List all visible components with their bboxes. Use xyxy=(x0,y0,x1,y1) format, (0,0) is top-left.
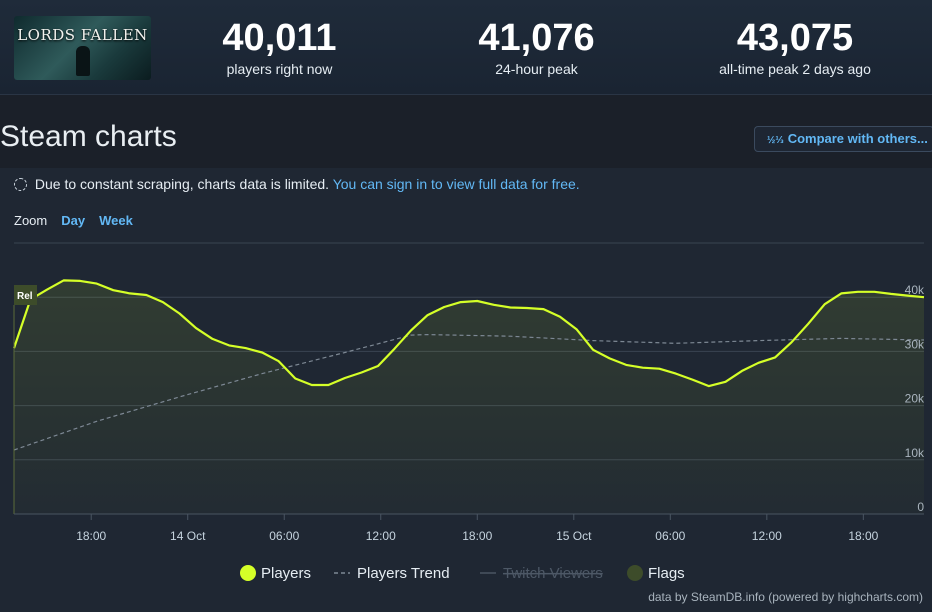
trend-series xyxy=(13,333,925,451)
y-tick-label: 40k xyxy=(905,283,925,297)
players-line xyxy=(12,279,925,388)
legend-symbol xyxy=(627,565,643,581)
players-series xyxy=(12,279,925,388)
stat-label: 24-hour peak xyxy=(495,61,578,77)
zoom-controls: Zoom Day Week xyxy=(14,213,133,228)
stat-all-time-peak: 43,075 all-time peak 2 days ago xyxy=(690,16,900,77)
y-axis: 40k 30k 20k 10k 0 xyxy=(905,283,925,514)
legend-label: Players xyxy=(261,565,311,582)
credit-text: data by SteamDB.info (powered by highcha… xyxy=(648,590,923,604)
legend-item-flags[interactable]: Flags xyxy=(627,565,685,582)
x-tick-label: 12:00 xyxy=(366,529,396,543)
zoom-day-button[interactable]: Day xyxy=(61,213,86,228)
x-tick-label: 12:00 xyxy=(752,529,782,543)
x-tick-label: 18:00 xyxy=(76,529,106,543)
legend-label: Flags xyxy=(648,565,685,582)
y-tick-label: 20k xyxy=(905,392,925,406)
compare-button-label: Compare with others... xyxy=(787,131,928,146)
x-tick-label: 14 Oct xyxy=(170,529,206,543)
x-tick-label: 18:00 xyxy=(462,529,492,543)
chart-legend[interactable]: Players Players Trend Twitch Viewers Flags xyxy=(240,565,685,582)
flag-label: Rel xyxy=(17,291,33,302)
stat-current-players: 40,011 players right now xyxy=(198,16,361,77)
legend-label: Players Trend xyxy=(357,565,450,582)
fraction-icon: ½⅓ xyxy=(767,135,784,146)
page-title: Steam charts xyxy=(0,120,177,153)
stat-24h-peak: 41,076 24-hour peak xyxy=(455,16,618,77)
knight-figure-icon xyxy=(76,46,90,76)
x-tick-label: 15 Oct xyxy=(556,529,592,543)
logo-text: LORDS FALLEN xyxy=(17,26,148,44)
zoom-label: Zoom xyxy=(14,213,48,228)
stat-value: 41,076 xyxy=(478,17,595,59)
data-limit-notice: Due to constant scraping, charts data is… xyxy=(14,176,580,192)
legend-label: Twitch Viewers xyxy=(503,565,603,582)
players-trend-line xyxy=(13,333,925,451)
stat-label: players right now xyxy=(226,61,333,77)
stats-header: LORDS FALLEN 40,011 players right now 41… xyxy=(0,0,932,95)
zoom-week-button[interactable]: Week xyxy=(99,213,133,228)
flag-marker[interactable] xyxy=(14,285,37,305)
y-tick-label: 10k xyxy=(905,446,925,460)
legend-symbol xyxy=(240,565,256,581)
legend-item-twitch-viewers[interactable]: Twitch Viewers xyxy=(480,565,603,582)
game-logo[interactable]: LORDS FALLEN xyxy=(14,16,151,80)
stat-value: 40,011 xyxy=(222,17,337,59)
players-area-fill xyxy=(14,280,924,514)
stat-value: 43,075 xyxy=(736,17,854,59)
notice-text: Due to constant scraping, charts data is… xyxy=(34,176,330,192)
sign-in-link[interactable]: You can sign in to view full data for fr… xyxy=(332,176,580,192)
y-tick-label: 0 xyxy=(917,500,924,514)
stat-label: all-time peak 2 days ago xyxy=(719,61,871,77)
x-tick-label: 18:00 xyxy=(848,529,878,543)
x-tick-label: 06:00 xyxy=(655,529,685,543)
legend-item-players[interactable]: Players xyxy=(240,565,311,582)
y-tick-label: 30k xyxy=(905,337,925,351)
players-area xyxy=(14,280,924,514)
loading-circle-icon xyxy=(14,178,27,191)
x-tick-label: 06:00 xyxy=(269,529,299,543)
x-axis: 18:00 14 Oct 06:00 12:00 18:00 15 Oct 06:00 12:… xyxy=(14,513,924,543)
legend-item-players-trend[interactable]: Players Trend xyxy=(334,565,450,582)
compare-button[interactable]: ½⅓ Compare with others... xyxy=(754,126,932,152)
flags-series: Rel xyxy=(13,285,37,514)
